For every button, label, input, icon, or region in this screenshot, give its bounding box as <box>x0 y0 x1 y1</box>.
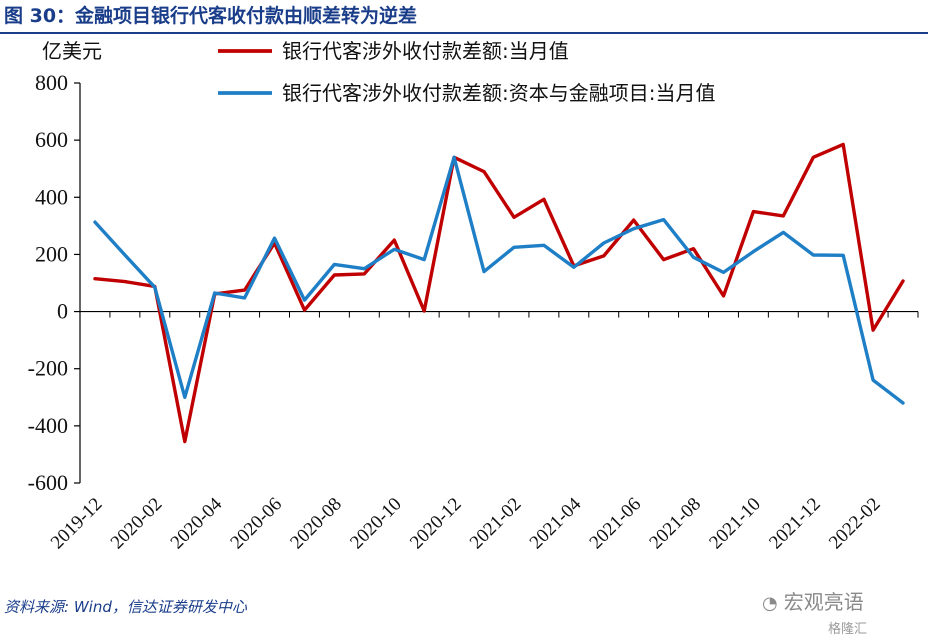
x-tick-label: 2020-04 <box>167 493 227 553</box>
x-tick-label: 2021-08 <box>645 494 705 554</box>
y-tick-label: 600 <box>35 127 68 152</box>
y-tick-label: -200 <box>28 356 68 381</box>
x-tick-label: 2020-06 <box>226 494 286 554</box>
y-tick-label: 200 <box>35 241 68 266</box>
title-divider <box>0 32 928 34</box>
y-unit-label: 亿美元 <box>42 39 102 63</box>
legend-label-1: 银行代客涉外收付款差额:当月值 <box>282 39 569 63</box>
wechat-icon: ◔ <box>762 593 778 614</box>
x-tick-label: 2021-04 <box>526 493 586 553</box>
x-tick-label: 2021-06 <box>586 494 646 554</box>
x-tick-label: 2021-12 <box>765 494 825 554</box>
chart-series <box>93 142 905 444</box>
watermark-text: 宏观亮语 <box>783 590 864 614</box>
watermark-secondary: 格隆汇 <box>828 622 868 637</box>
y-tick-label: 0 <box>57 299 68 324</box>
x-tick-label: 2020-02 <box>107 494 167 554</box>
series-line-1 <box>93 142 905 444</box>
series-line-2 <box>93 155 905 405</box>
x-tick-label: 2020-12 <box>406 494 466 554</box>
y-tick-label: -600 <box>28 470 68 495</box>
x-tick-label: 2020-10 <box>346 494 406 554</box>
figure-title: 图 30：金融项目银行代客收付款由顺差转为逆差 <box>4 5 418 27</box>
x-tick-label: 2021-10 <box>705 494 765 554</box>
x-tick-label: 2020-08 <box>286 494 346 554</box>
y-tick-label: -400 <box>28 413 68 438</box>
legend-label-2: 银行代客涉外收付款差额:资本与金融项目:当月值 <box>282 81 715 105</box>
x-tick-label: 2021-02 <box>466 494 526 554</box>
y-tick-label: 800 <box>35 70 68 95</box>
x-tick-label: 2019-12 <box>47 494 107 554</box>
x-tick-label: 2022-02 <box>825 494 885 554</box>
source-note: 资料来源: Wind，信达证券研发中心 <box>4 598 247 616</box>
y-tick-label: 400 <box>35 184 68 209</box>
watermark: ◔ 宏观亮语 <box>762 586 864 615</box>
